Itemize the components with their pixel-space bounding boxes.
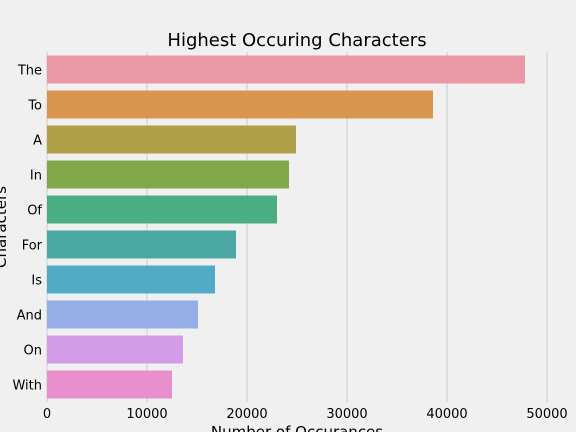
bar-on [47, 335, 183, 364]
bars [47, 55, 525, 399]
y-tick-label: To [27, 99, 42, 114]
y-tick-label: Of [27, 204, 42, 219]
bar-is [47, 265, 215, 294]
x-tick-label: 40000 [426, 407, 467, 422]
bar-with [47, 370, 172, 399]
bar-in [47, 160, 289, 189]
y-axis-label: Characters [0, 186, 10, 268]
y-tick-label: A [33, 134, 42, 149]
y-tick-label: For [22, 239, 43, 254]
y-tick-label: On [24, 344, 42, 359]
bar-of [47, 195, 277, 224]
bar-a [47, 125, 296, 154]
y-tick-label: In [30, 169, 42, 184]
y-tick-label: Is [31, 274, 42, 289]
x-tick-label: 30000 [326, 407, 367, 422]
x-axis-label: Number of Occurances [211, 423, 383, 432]
x-tick-label: 50000 [526, 407, 567, 422]
y-tick-labels: The To A In Of For Is And On With [12, 64, 42, 394]
bar-the [47, 55, 525, 84]
y-tick-label: The [17, 64, 42, 79]
y-tick-label: And [17, 309, 42, 324]
x-tick-labels: 0 10000 20000 30000 40000 50000 [43, 407, 568, 422]
bar-and [47, 300, 198, 329]
x-tick-label: 10000 [126, 407, 167, 422]
x-tick-label: 0 [43, 407, 51, 422]
chart-title: Highest Occuring Characters [167, 30, 426, 51]
y-tick-label: With [12, 379, 42, 394]
x-tick-label: 20000 [226, 407, 267, 422]
bar-to [47, 90, 433, 119]
bar-for [47, 230, 236, 259]
